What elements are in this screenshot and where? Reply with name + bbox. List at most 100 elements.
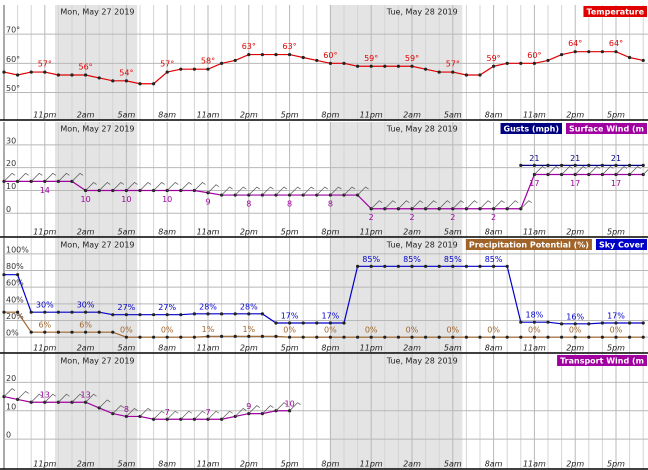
x-tick-label: 11am bbox=[523, 344, 546, 353]
value-label: 10 bbox=[81, 195, 91, 204]
point bbox=[328, 335, 332, 339]
point bbox=[600, 50, 605, 54]
point bbox=[383, 335, 387, 339]
value-label: 17 bbox=[570, 179, 580, 188]
x-tick-label: 5am bbox=[444, 344, 462, 353]
point bbox=[546, 58, 550, 63]
wind-barb bbox=[602, 166, 614, 175]
value-label: 64° bbox=[609, 39, 623, 48]
wind-barb bbox=[289, 186, 301, 196]
point bbox=[43, 310, 47, 314]
x-tick-label: 5pm bbox=[607, 111, 625, 120]
value-label: 21 bbox=[529, 154, 539, 163]
point bbox=[505, 335, 509, 339]
point bbox=[124, 313, 128, 317]
point bbox=[288, 335, 292, 339]
point bbox=[614, 335, 618, 339]
point bbox=[16, 73, 20, 77]
point bbox=[614, 163, 618, 167]
point bbox=[138, 82, 142, 86]
point bbox=[532, 335, 537, 339]
x-tick-label: 5am bbox=[118, 111, 136, 120]
value-label: 30% bbox=[77, 301, 95, 310]
series-line bbox=[3, 395, 290, 420]
point bbox=[628, 335, 632, 339]
point bbox=[152, 82, 156, 86]
point bbox=[165, 70, 169, 74]
x-tick-label: 5pm bbox=[281, 344, 299, 353]
wind-barb bbox=[207, 184, 220, 194]
wind-barb bbox=[126, 182, 138, 191]
value-label: 57° bbox=[160, 60, 174, 69]
value-label: 2 bbox=[491, 213, 496, 222]
point bbox=[478, 73, 482, 77]
y-tick-label: 0 bbox=[6, 431, 11, 440]
wind-barb bbox=[98, 182, 111, 191]
point bbox=[84, 310, 88, 314]
legend-label: Gusts (mph) bbox=[504, 125, 559, 134]
x-tick-label: 8am bbox=[158, 460, 176, 469]
value-label: 63° bbox=[242, 42, 256, 51]
night-shade bbox=[330, 122, 463, 237]
y-tick-label: 0% bbox=[6, 329, 19, 338]
x-tick-label: 5am bbox=[118, 460, 136, 469]
y-tick-label: 10 bbox=[6, 182, 16, 191]
wind-barb bbox=[44, 393, 56, 403]
point bbox=[451, 70, 455, 74]
point bbox=[124, 79, 128, 83]
point bbox=[315, 321, 319, 325]
value-label: 59° bbox=[487, 54, 501, 63]
point bbox=[600, 163, 605, 167]
wind-barb bbox=[262, 405, 274, 414]
x-tick-label: 8am bbox=[158, 111, 176, 120]
wind-barb bbox=[180, 182, 192, 191]
point bbox=[29, 70, 33, 74]
x-tick-label: 8am bbox=[158, 344, 176, 353]
point bbox=[97, 76, 101, 80]
legend-label: Surface Wind (m bbox=[569, 125, 644, 134]
point bbox=[206, 67, 210, 71]
point bbox=[451, 264, 455, 268]
wind-barb bbox=[479, 200, 492, 209]
wind-barb bbox=[370, 200, 383, 209]
point bbox=[410, 264, 414, 268]
point bbox=[70, 310, 74, 314]
point bbox=[641, 163, 645, 167]
legend-box bbox=[557, 355, 647, 366]
point bbox=[152, 313, 156, 317]
x-tick-label: 8pm bbox=[321, 344, 339, 353]
wind-barb bbox=[411, 200, 424, 209]
value-label: 58° bbox=[201, 57, 215, 66]
y-tick-label: 20 bbox=[6, 374, 16, 383]
point bbox=[301, 321, 305, 325]
wind-barb bbox=[425, 200, 437, 209]
value-label: 63° bbox=[283, 42, 297, 51]
x-tick-label: 2pm bbox=[240, 111, 258, 120]
point bbox=[424, 264, 428, 268]
value-label: 0% bbox=[569, 326, 582, 335]
point bbox=[111, 330, 115, 334]
wind-barb bbox=[248, 405, 260, 414]
value-label: 10 bbox=[285, 399, 295, 408]
point bbox=[587, 50, 591, 54]
point bbox=[84, 330, 88, 334]
point bbox=[546, 320, 550, 324]
value-label: 85% bbox=[403, 255, 421, 264]
point bbox=[260, 52, 264, 57]
point bbox=[464, 335, 468, 339]
point bbox=[274, 321, 278, 325]
legend-label: Precipitation Potential (%) bbox=[469, 241, 589, 250]
point bbox=[260, 312, 264, 316]
wind-barb bbox=[3, 172, 16, 182]
x-tick-label: 5pm bbox=[281, 460, 299, 469]
wind-barb bbox=[139, 407, 152, 417]
value-label: 10 bbox=[121, 195, 131, 204]
value-label: 27% bbox=[158, 303, 176, 312]
x-tick-label: 5pm bbox=[281, 111, 299, 120]
y-tick-label: 20% bbox=[6, 312, 24, 321]
point bbox=[628, 321, 632, 325]
y-tick-label: 70° bbox=[6, 26, 20, 35]
wind-barb bbox=[588, 166, 600, 175]
point bbox=[111, 313, 115, 317]
value-label: 0% bbox=[120, 326, 133, 335]
